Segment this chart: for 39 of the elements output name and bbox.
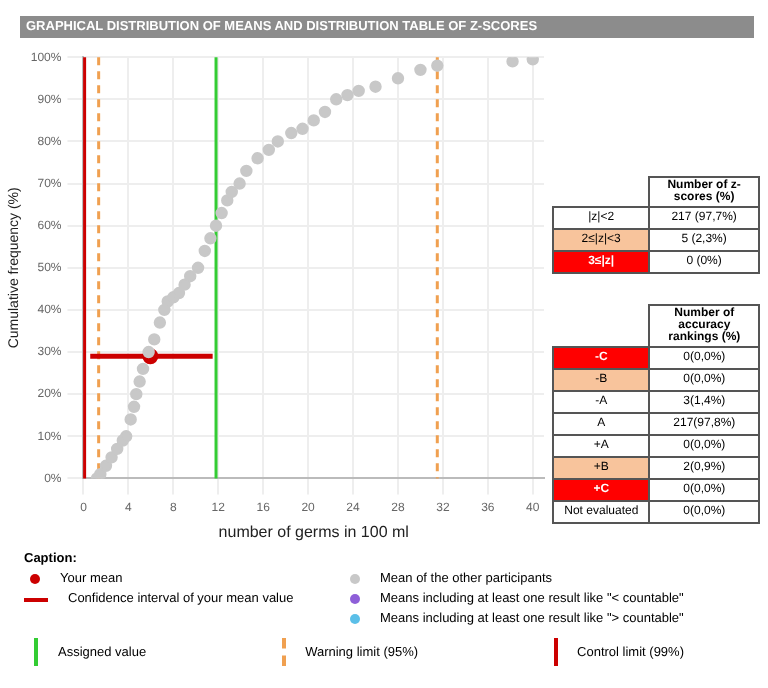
x-axis-title: number of germs in 100 ml [218, 522, 410, 541]
point [285, 126, 298, 140]
point [191, 261, 205, 274]
point [318, 105, 332, 119]
point [136, 362, 150, 376]
point [506, 57, 519, 68]
point [341, 88, 354, 102]
point [184, 270, 197, 283]
point [369, 80, 382, 93]
point [198, 244, 211, 258]
point [204, 232, 217, 245]
point [296, 122, 309, 135]
point [133, 375, 146, 388]
point [307, 114, 320, 127]
point [262, 143, 276, 157]
point [233, 177, 246, 190]
point [414, 63, 427, 77]
point [431, 59, 444, 72]
point [172, 286, 186, 300]
point [153, 316, 167, 329]
point [178, 278, 191, 291]
point [215, 206, 228, 220]
point [124, 413, 137, 426]
point [271, 135, 284, 148]
point [209, 219, 223, 232]
point [251, 152, 264, 165]
point [330, 93, 343, 106]
point [127, 400, 141, 413]
point [352, 84, 365, 98]
point [240, 164, 253, 178]
point [130, 387, 143, 401]
point [391, 72, 405, 85]
point [99, 459, 113, 472]
point [142, 345, 155, 359]
point [148, 333, 161, 346]
point [225, 185, 238, 199]
point [105, 451, 118, 464]
point [94, 467, 107, 479]
point [110, 442, 124, 456]
